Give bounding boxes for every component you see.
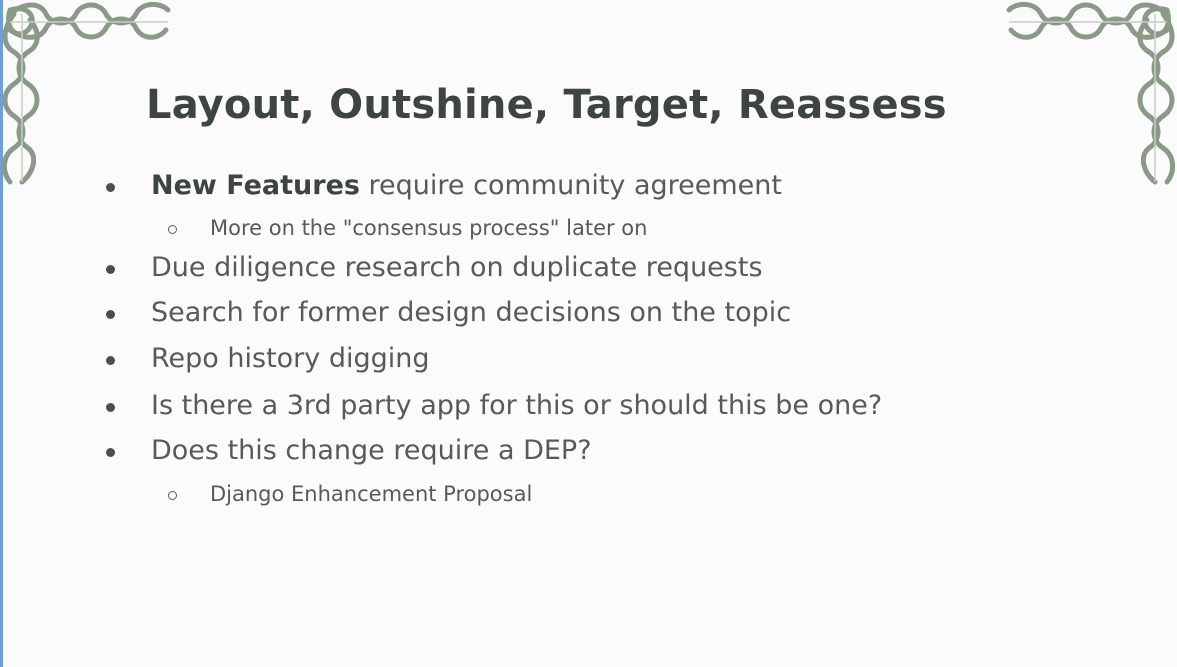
bullet-bold-text: New Features: [151, 170, 360, 201]
sub-bullet-item: Django Enhancement Proposal: [168, 482, 533, 506]
bullet-text: Is there a 3rd party app for this or sho…: [151, 390, 883, 421]
bullet-item: Does this change require a DEP?: [106, 435, 592, 466]
bullet-text: require community agreement: [359, 170, 782, 201]
sub-bullet-circle-icon: [168, 225, 177, 234]
bullet-item: Is there a 3rd party app for this or sho…: [106, 390, 883, 421]
bullet-text: Search for former design decisions on th…: [151, 297, 792, 328]
slide-title: Layout, Outshine, Target, Reassess: [146, 82, 947, 128]
bullet-text: Repo history digging: [151, 343, 430, 374]
bullet-dot-icon: [106, 356, 115, 365]
celtic-knot-corner-icon: [2, 2, 171, 185]
bullet-text: More on the "consensus process" later on: [210, 216, 648, 240]
bullet-item: Repo history digging: [106, 343, 430, 374]
bullet-dot-icon: [106, 265, 115, 274]
sub-bullet-circle-icon: [168, 491, 177, 500]
bullet-item: Search for former design decisions on th…: [106, 297, 792, 328]
bullet-dot-icon: [106, 310, 115, 319]
window-edge: [0, 0, 3, 667]
bullet-item: Due diligence research on duplicate requ…: [106, 252, 763, 283]
celtic-knot-corner-icon: [1006, 2, 1175, 185]
bullet-dot-icon: [106, 403, 115, 412]
bullet-dot-icon: [106, 183, 115, 192]
sub-bullet-item: More on the "consensus process" later on: [168, 216, 648, 240]
bullet-dot-icon: [106, 448, 115, 457]
bullet-text: Does this change require a DEP?: [151, 435, 592, 466]
bullet-text: Django Enhancement Proposal: [210, 482, 533, 506]
bullet-text: Due diligence research on duplicate requ…: [151, 252, 763, 283]
bullet-item: New Features require community agreement: [106, 170, 782, 201]
